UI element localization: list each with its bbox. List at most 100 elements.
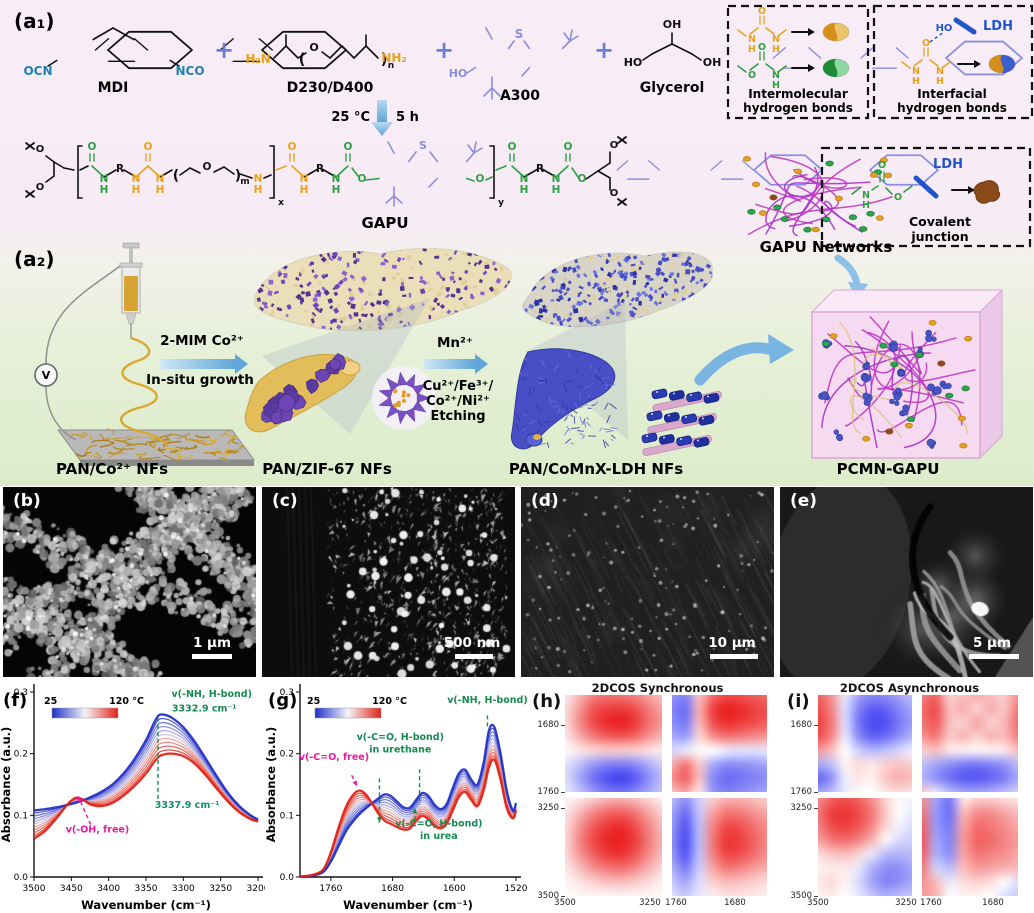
atom-label: NCO	[175, 64, 204, 78]
heatmap-quadrant-bl	[565, 798, 662, 896]
scale-bar-c	[455, 654, 493, 659]
atom-label: m	[240, 177, 249, 187]
step-label-pan-ldh: PAN/CoMnX-LDH NFs	[509, 460, 683, 478]
x-tick: 3500	[23, 884, 46, 894]
covalent-junction-box	[820, 146, 1032, 248]
panel-i-title: 2DCOS Asynchronous	[839, 681, 980, 695]
atom-label: H	[300, 184, 309, 196]
atom-label: N	[552, 173, 561, 185]
spectra-curves	[34, 713, 259, 840]
atom-label: O	[36, 144, 45, 155]
tick-mark	[561, 792, 565, 793]
ldh-label-box2: LDH	[983, 19, 1013, 34]
annotation: v(-OH, free)	[66, 825, 129, 836]
y-tick: 0.2	[280, 750, 294, 760]
panel-h-2dcos-synchronous: 2DCOS Synchronous (h) 1680 1760 3250 3500 35…	[530, 680, 785, 913]
annotation: v(-NH, H-bond)	[447, 695, 527, 706]
x-axis-label: Wavenumber (cm⁻¹)	[343, 898, 473, 912]
atom-label: H	[772, 44, 780, 55]
step-label-pan-co: PAN/Co²⁺ NFs	[56, 460, 168, 478]
tick-mark	[814, 792, 818, 793]
atom-label: H	[520, 184, 529, 196]
atom-label: S	[515, 27, 524, 41]
sem-image-e	[780, 487, 1033, 677]
atom-label: OH	[703, 56, 722, 69]
heatmap-y-tick: 1680	[790, 720, 812, 730]
annotation: v(-C=O, free)	[299, 752, 369, 763]
atom-label: H	[156, 184, 165, 196]
reaction-time: 5 h	[396, 110, 419, 125]
voltage-source-label: V	[42, 369, 51, 382]
atom-label: H	[552, 184, 561, 196]
molecule-label-glycerol: Glycerol	[640, 80, 705, 96]
x-tick: 1520	[505, 884, 528, 894]
covalent-junction-fragment	[851, 171, 1001, 204]
spectra-curves	[300, 723, 518, 877]
panel-label-a2: (a₂)	[14, 247, 55, 271]
atom-label: N	[862, 190, 870, 201]
box1-caption-line1: Intermolecular	[748, 87, 848, 101]
atom-label: N	[156, 173, 165, 185]
atom-label: HO	[624, 56, 643, 69]
atom-label: O	[894, 192, 902, 203]
panel-letter-d: (d)	[531, 491, 559, 511]
x-tick: 3250	[209, 884, 232, 894]
atom-label: N	[936, 66, 944, 77]
panel-letter-b: (b)	[13, 491, 41, 511]
x-tick: 3400	[97, 884, 120, 894]
box2-caption-line1: Interfacial	[917, 87, 987, 101]
ldh-mat	[522, 251, 713, 328]
atom-label: y	[498, 198, 504, 208]
scale-label-d: 10 μm	[708, 635, 756, 651]
heatmap-quadrant-tr	[922, 695, 1018, 792]
gapu-polymer-structure	[25, 136, 939, 207]
atom-label: O	[358, 173, 367, 185]
atom-label: O	[564, 141, 573, 153]
panel-letter: (g)	[268, 690, 297, 711]
panel-h-title: 2DCOS Synchronous	[591, 681, 724, 695]
atom-label: N	[300, 173, 309, 185]
y-tick: 0.1	[14, 811, 28, 821]
y-axis-label: Absorbance (a.u.)	[0, 727, 13, 843]
colorbar-max: 120 °C	[372, 696, 407, 707]
atom-label: HO	[449, 67, 468, 80]
scale-label-e: 5 μm	[972, 635, 1012, 651]
gapu-networks-label: GAPU Networks	[760, 238, 893, 256]
scheme-svg: (a₁) MDI + D230/D400 + A300 + Glycerol 2…	[14, 4, 1034, 478]
intermolecular-hbond-box	[726, 4, 870, 120]
arrow1-label-bottom: In-situ growth	[146, 372, 254, 388]
atom-label: H	[254, 184, 263, 196]
x-tick: 3450	[60, 884, 83, 894]
product-label-gapu: GAPU	[361, 214, 408, 232]
atom-label: S	[419, 139, 427, 152]
sem-panel-d: (d) 10 μm	[521, 487, 774, 677]
atom-label: O	[36, 182, 45, 193]
reaction-arrow	[371, 100, 393, 136]
atom-label: N	[254, 173, 263, 185]
x-tick: 3350	[135, 884, 158, 894]
atom-label: O	[758, 42, 766, 53]
atom-label: R	[116, 163, 124, 175]
electrospinning-setup	[34, 242, 255, 466]
molecule-label-mdi: MDI	[98, 80, 129, 96]
atom-label: N	[332, 173, 341, 185]
heatmap-quadrant-tl	[565, 695, 662, 792]
cube-interior	[818, 315, 976, 449]
atom-label: O	[610, 188, 619, 199]
atom-label: O	[610, 140, 619, 151]
box1-caption-line2: hydrogen bonds	[743, 101, 853, 115]
atom-label: O	[758, 6, 766, 17]
atom-label: NH₂	[381, 51, 406, 65]
gapu-networks-drawing	[743, 152, 893, 237]
heatmap-quadrant-tr	[672, 695, 767, 792]
atom-label: x	[278, 198, 284, 208]
heatmap-quadrant-br	[922, 798, 1018, 896]
panel-letter-h: (h)	[532, 691, 562, 712]
sem-image-b	[3, 487, 256, 677]
ldh-label-box3: LDH	[933, 157, 963, 172]
d230-structure	[273, 34, 379, 59]
atom-label: H	[132, 184, 141, 196]
